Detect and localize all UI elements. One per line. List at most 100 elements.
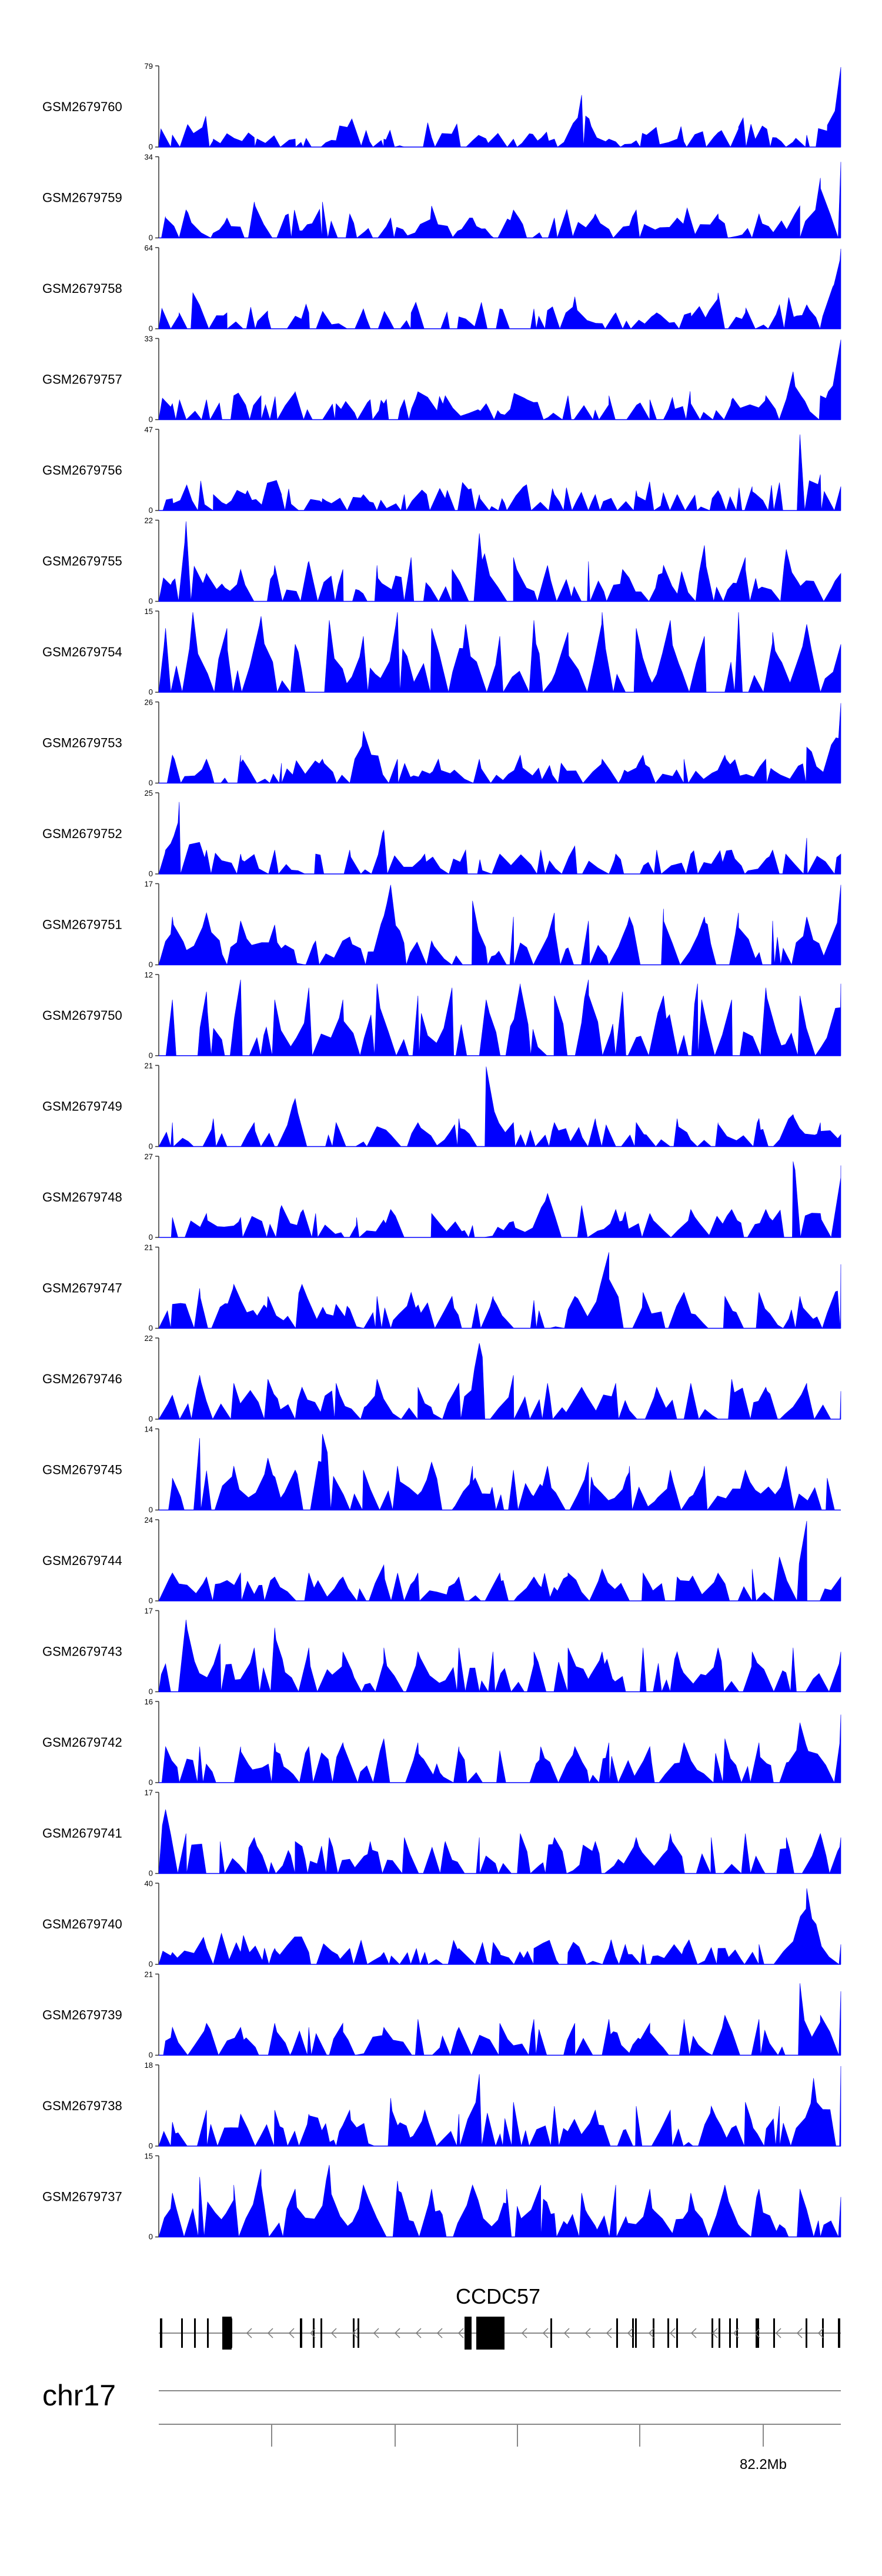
strand-arrow [309,2328,316,2338]
track-name: GSM2679740 [42,1917,122,1931]
exon [194,2318,196,2348]
strand-arrow [711,2328,718,2338]
y-max-label: 34 [145,153,153,162]
strand-arrow [246,2328,252,2338]
y-min-label: 0 [149,779,153,788]
y-max-label: 14 [145,1425,153,1434]
coverage-area [158,2066,841,2147]
track-GSM2679737: GSM2679737 15 0 [42,2152,841,2241]
coverage-area [158,248,841,330]
exon [676,2318,678,2348]
exon [230,2318,232,2348]
coverage-area [159,1714,841,1784]
exon [550,2318,552,2348]
coverage-area [158,612,841,693]
strand-arrow [373,2328,379,2338]
exon [313,2318,315,2348]
genome-axis-ticks: 82.2Mb [271,2424,787,2472]
exon [736,2318,738,2348]
track-GSM2679744: GSM2679744 24 0 [42,1516,841,1605]
axis-tick-label: 82.2Mb [740,2457,787,2472]
exon [358,2318,359,2348]
exon [300,2318,302,2348]
track-name: GSM2679752 [42,826,122,841]
y-max-label: 17 [145,880,153,889]
track-GSM2679748: GSM2679748 27 0 [42,1152,841,1242]
strand-arrow [415,2328,422,2338]
track-GSM2679746: GSM2679746 22 0 [42,1334,841,1423]
strand-arrow [733,2328,739,2338]
strand-arrow [817,2328,824,2338]
track-name: GSM2679757 [42,372,122,387]
y-min-label: 0 [149,1051,153,1060]
exon [465,2317,472,2350]
y-max-label: 12 [145,970,153,979]
track-name: GSM2679758 [42,281,122,296]
track-name: GSM2679743 [42,1644,122,1659]
exon [756,2318,759,2348]
track-GSM2679751: GSM2679751 17 0 [42,880,841,969]
exon [353,2318,355,2348]
coverage-area [159,1434,841,1511]
coverage-area [159,1161,841,1239]
y-min-label: 0 [149,2233,153,2241]
track-GSM2679754: GSM2679754 15 0 [42,607,841,696]
strand-arrow [288,2328,295,2338]
y-max-label: 25 [145,789,153,798]
exon [181,2318,183,2348]
strand-arrow [669,2328,676,2338]
exon [719,2318,720,2348]
track-GSM2679755: GSM2679755 22 0 [42,516,841,606]
coverage-area [158,2165,841,2238]
strand-arrow [330,2328,337,2338]
coverage-area [159,703,841,784]
exon [635,2318,637,2348]
y-max-label: 79 [145,62,153,71]
strand-arrow [648,2328,654,2338]
track-name: GSM2679753 [42,736,122,750]
y-min-label: 0 [149,1960,153,1968]
track-name: GSM2679742 [42,1735,122,1750]
coverage-area [158,339,841,421]
y-max-label: 64 [145,243,153,252]
strand-arrow [267,2328,273,2338]
y-max-label: 18 [145,2061,153,2070]
y-min-label: 0 [149,1778,153,1787]
coverage-area [158,521,841,602]
strand-arrow [394,2328,400,2338]
y-min-label: 0 [149,597,153,606]
coverage-area [158,66,841,148]
track-GSM2679752: GSM2679752 25 0 [42,789,841,878]
gene-exons [160,2317,840,2350]
coverage-area [158,1520,841,1602]
strand-arrow [584,2328,591,2338]
coverage-area [159,979,841,1057]
coverage-area [158,1888,841,1966]
track-GSM2679742: GSM2679742 16 0 [42,1697,841,1787]
track-name: GSM2679749 [42,1099,122,1114]
track-name: GSM2679746 [42,1372,122,1386]
track-name: GSM2679756 [42,463,122,478]
exon [616,2318,618,2348]
y-min-label: 0 [149,1687,153,1696]
coverage-area [158,802,841,875]
track-GSM2679760: GSM2679760 79 0 [42,62,841,151]
y-min-label: 0 [149,688,153,696]
track-name: GSM2679751 [42,917,122,932]
exon [632,2318,634,2348]
exon [207,2318,209,2348]
strand-arrow [606,2328,612,2338]
track-GSM2679738: GSM2679738 18 0 [42,2061,841,2150]
track-name: GSM2679748 [42,1190,122,1204]
exon [729,2318,731,2348]
y-max-label: 24 [145,1516,153,1524]
strand-arrow [521,2328,527,2338]
exon [806,2318,807,2348]
y-min-label: 0 [149,2141,153,2150]
y-min-label: 0 [149,1233,153,1242]
coverage-tracks: GSM2679760790GSM2679759340GSM2679758640G… [42,62,841,2241]
exon [320,2318,322,2348]
y-max-label: 16 [145,1697,153,1706]
y-max-label: 27 [145,1152,153,1161]
